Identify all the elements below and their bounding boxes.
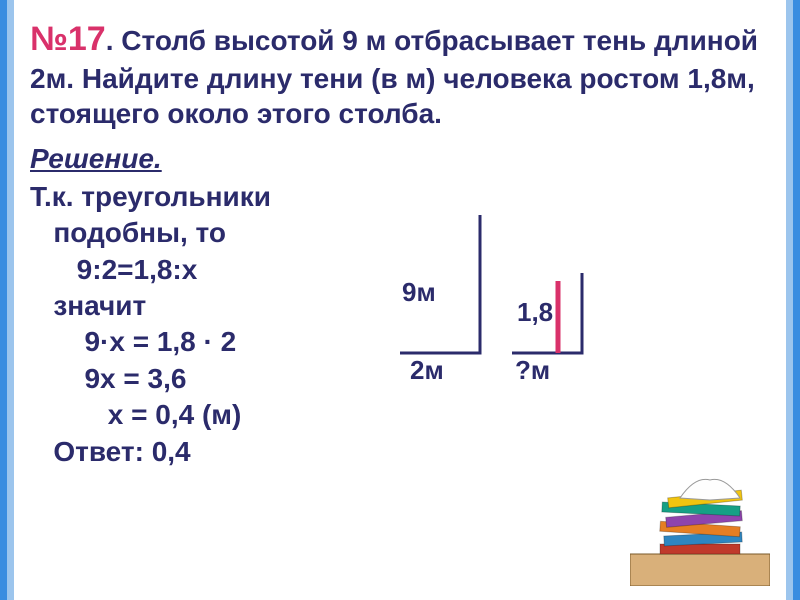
solution-label: Решение. [30,141,162,177]
problem-number: №17 [30,20,106,58]
books-illustration [630,466,770,586]
decorative-border-right [786,0,800,600]
problem-separator: . [106,25,122,56]
label-person-height: 1,8 [517,297,553,328]
label-person-shadow: ?м [515,355,550,386]
label-pole-shadow: 2м [410,355,444,386]
problem-statement: №17. Столб высотой 9 м отбрасывает тень … [30,18,770,131]
books-icon [630,466,770,586]
triangle-diagram: 9м 2м 1,8 ?м [372,215,632,415]
problem-text: Столб высотой 9 м отбрасывает тень длино… [30,25,758,129]
solution-line: Ответ: 0,4 [30,434,770,470]
label-pole-height: 9м [402,277,436,308]
solution-line: Т.к. треугольники [30,179,770,215]
decorative-border-left [0,0,14,600]
